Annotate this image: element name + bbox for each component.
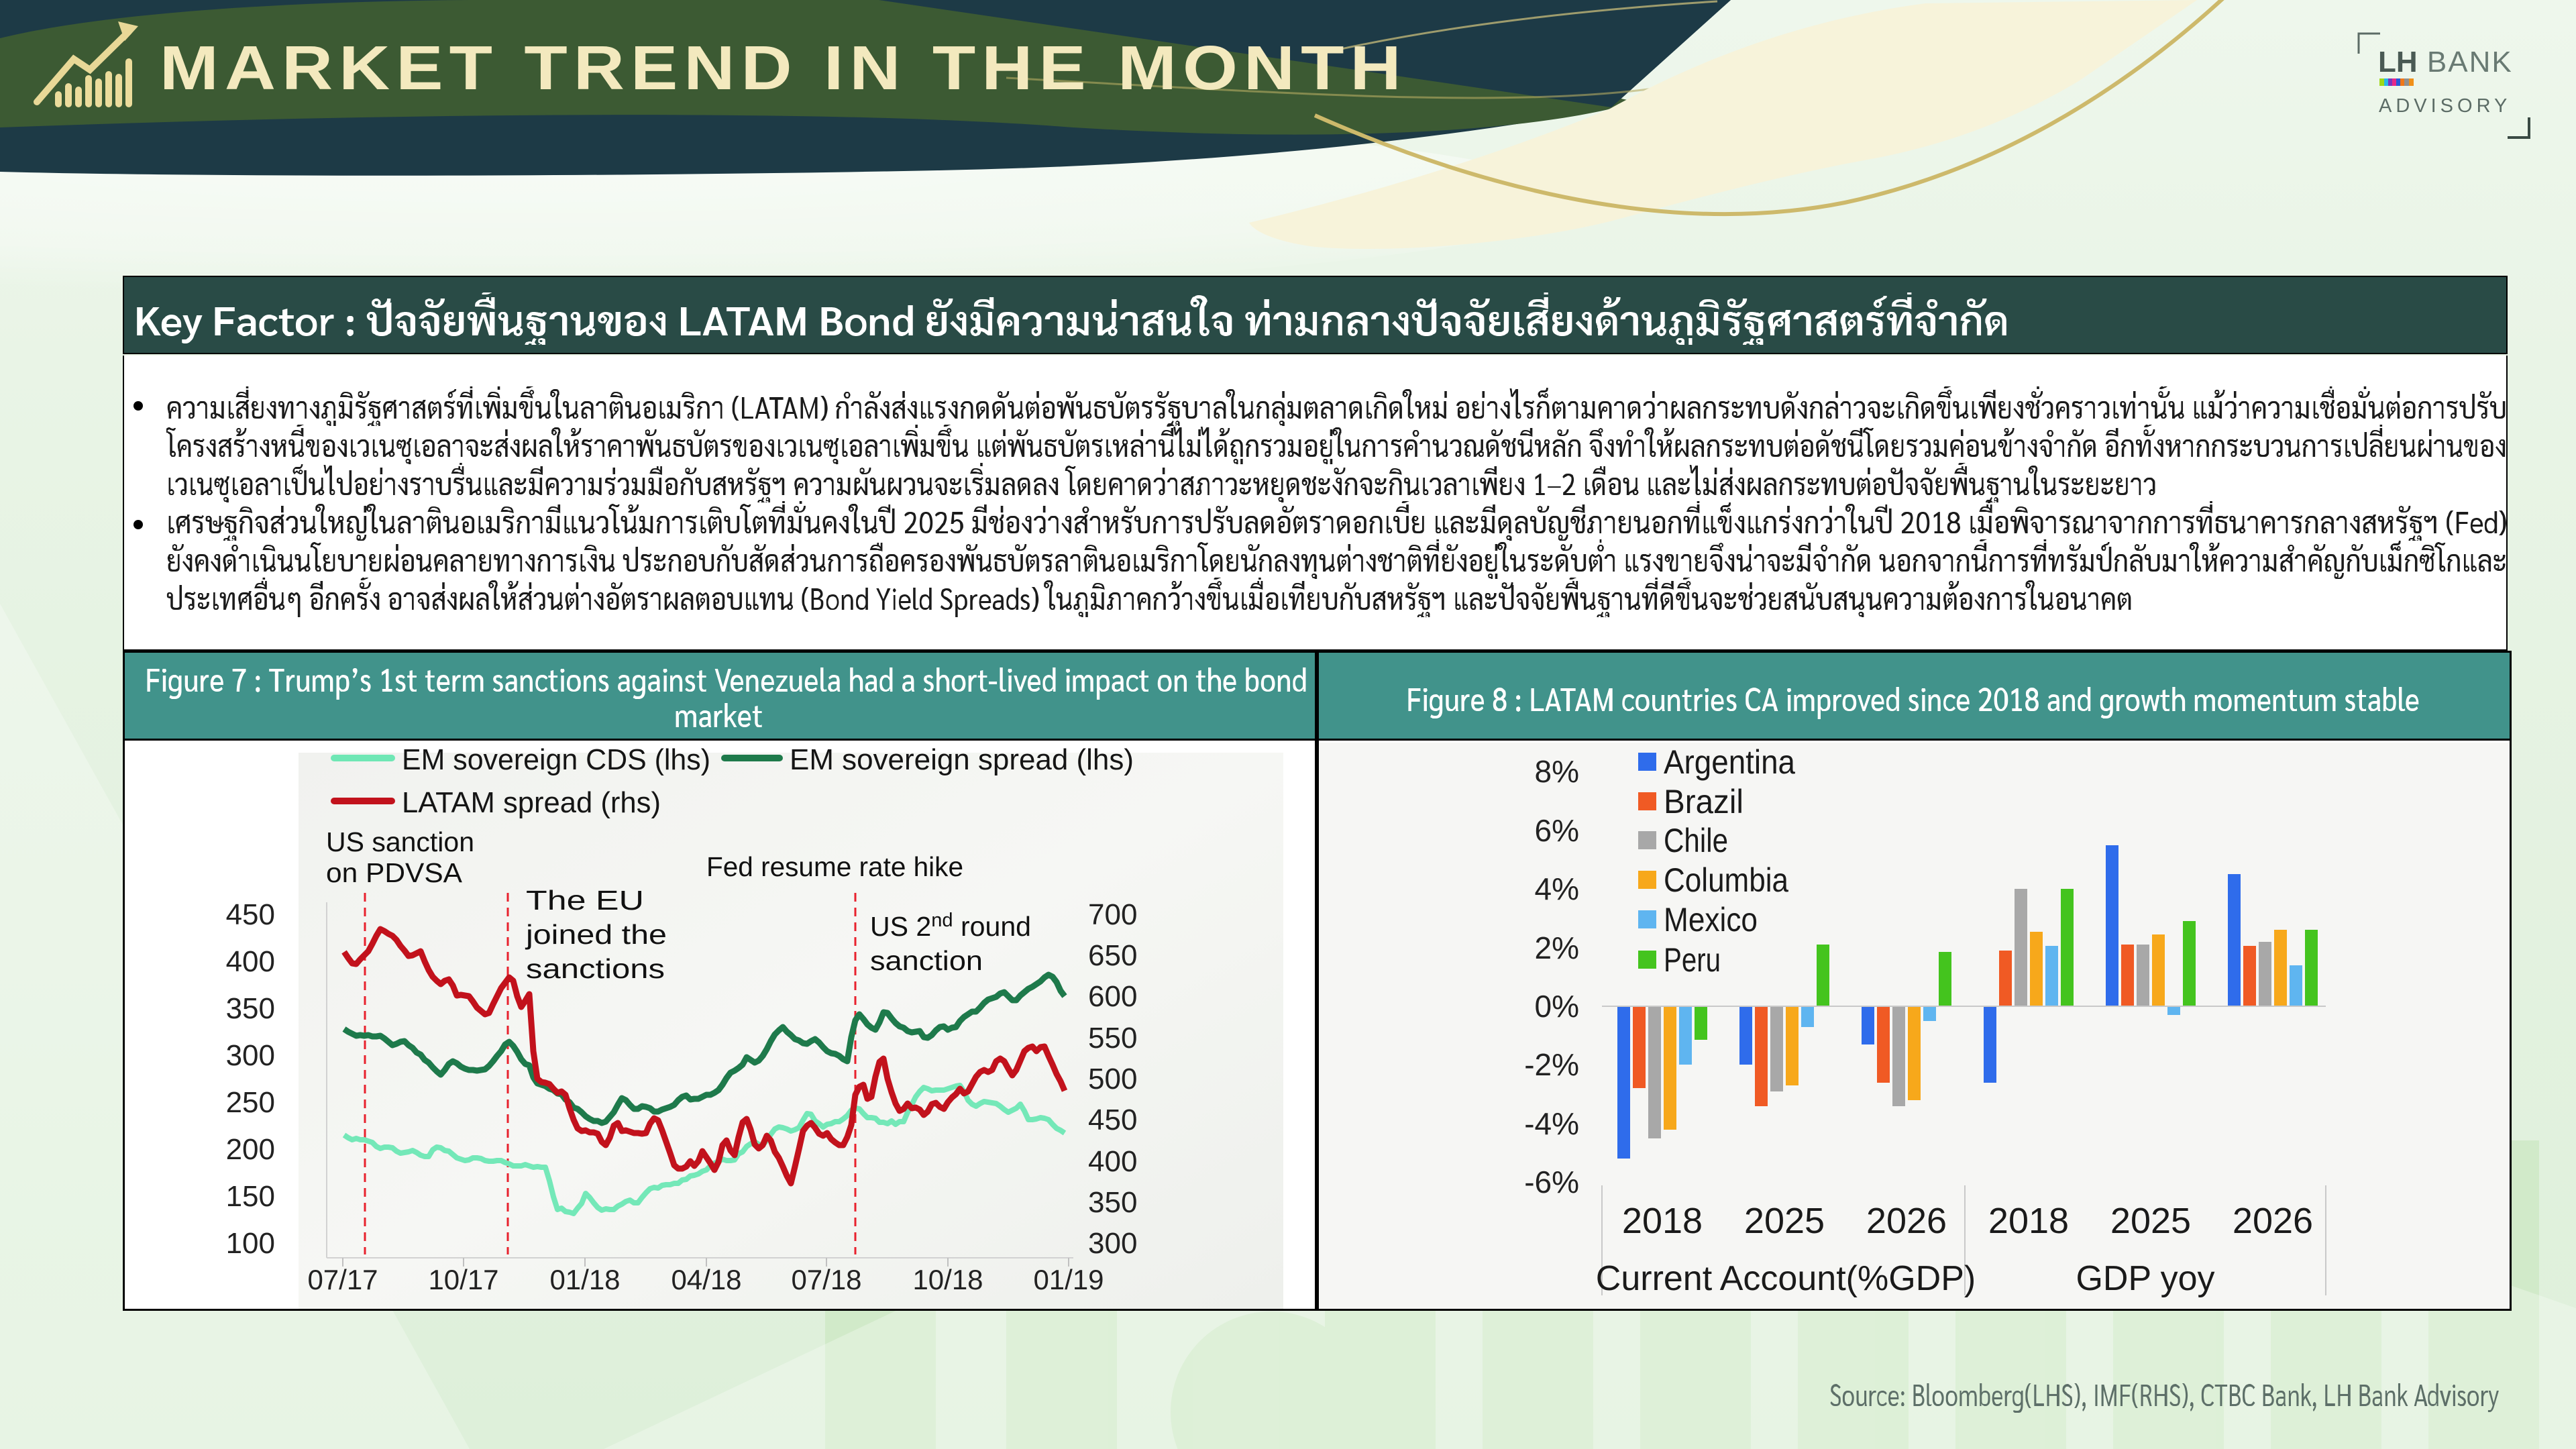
svg-text:-4%: -4% bbox=[1524, 1106, 1579, 1141]
svg-text:07/18: 07/18 bbox=[791, 1264, 861, 1295]
svg-text:sanction: sanction bbox=[870, 945, 983, 976]
svg-text:07/17: 07/17 bbox=[307, 1264, 378, 1295]
svg-text:400: 400 bbox=[1088, 1145, 1137, 1178]
svg-text:US sanction: US sanction bbox=[326, 826, 474, 857]
svg-text:300: 300 bbox=[226, 1039, 275, 1072]
svg-text:Fed resume rate hike: Fed resume rate hike bbox=[706, 851, 963, 882]
svg-text:Chile: Chile bbox=[1664, 822, 1728, 859]
svg-text:0%: 0% bbox=[1535, 989, 1579, 1024]
svg-text:400: 400 bbox=[226, 945, 275, 978]
svg-text:200: 200 bbox=[226, 1133, 275, 1166]
svg-text:01/19: 01/19 bbox=[1033, 1264, 1104, 1295]
svg-text:8%: 8% bbox=[1535, 754, 1579, 789]
svg-text:-2%: -2% bbox=[1524, 1047, 1579, 1082]
svg-text:2026: 2026 bbox=[1866, 1201, 1947, 1241]
svg-text:The EU: The EU bbox=[526, 885, 644, 916]
svg-text:10/18: 10/18 bbox=[912, 1264, 983, 1295]
svg-text:700: 700 bbox=[1088, 898, 1137, 931]
svg-text:250: 250 bbox=[226, 1086, 275, 1119]
svg-text:10/17: 10/17 bbox=[428, 1264, 498, 1295]
svg-text:350: 350 bbox=[226, 992, 275, 1025]
svg-text:2026: 2026 bbox=[2233, 1201, 2313, 1241]
svg-text:Columbia: Columbia bbox=[1664, 861, 1788, 899]
svg-text:650: 650 bbox=[1088, 939, 1137, 972]
svg-text:US 2nd round: US 2nd round bbox=[870, 910, 1031, 942]
svg-text:LATAM spread (rhs): LATAM spread (rhs) bbox=[402, 786, 661, 819]
svg-text:04/18: 04/18 bbox=[671, 1264, 741, 1295]
svg-text:450: 450 bbox=[1088, 1104, 1137, 1136]
svg-text:Mexico: Mexico bbox=[1664, 901, 1758, 938]
svg-text:Brazil: Brazil bbox=[1664, 783, 1743, 820]
svg-text:EM sovereign CDS (lhs): EM sovereign CDS (lhs) bbox=[402, 743, 710, 776]
svg-text:550: 550 bbox=[1088, 1022, 1137, 1055]
svg-text:300: 300 bbox=[1088, 1227, 1137, 1260]
svg-text:2%: 2% bbox=[1535, 930, 1579, 965]
svg-text:2018: 2018 bbox=[1988, 1201, 2069, 1241]
svg-text:4%: 4% bbox=[1535, 871, 1579, 906]
svg-text:sanctions: sanctions bbox=[526, 953, 665, 984]
svg-text:100: 100 bbox=[226, 1227, 275, 1260]
svg-text:GDP yoy: GDP yoy bbox=[2076, 1259, 2214, 1298]
svg-text:Peru: Peru bbox=[1664, 941, 1721, 979]
svg-text:600: 600 bbox=[1088, 980, 1137, 1013]
svg-text:2018: 2018 bbox=[1622, 1201, 1703, 1241]
svg-text:on PDVSA: on PDVSA bbox=[326, 857, 463, 888]
svg-text:Argentina: Argentina bbox=[1664, 743, 1795, 781]
svg-text:6%: 6% bbox=[1535, 813, 1579, 848]
svg-text:-6%: -6% bbox=[1524, 1165, 1579, 1199]
svg-text:joined the: joined the bbox=[525, 919, 667, 950]
svg-text:2025: 2025 bbox=[1744, 1201, 1825, 1241]
svg-text:350: 350 bbox=[1088, 1186, 1137, 1219]
svg-text:EM sovereign spread (lhs): EM sovereign spread (lhs) bbox=[790, 743, 1134, 776]
svg-text:2025: 2025 bbox=[2110, 1201, 2191, 1241]
svg-text:01/18: 01/18 bbox=[549, 1264, 620, 1295]
svg-text:500: 500 bbox=[1088, 1063, 1137, 1095]
svg-text:Current Account(%GDP): Current Account(%GDP) bbox=[1596, 1259, 1976, 1298]
svg-text:150: 150 bbox=[226, 1180, 275, 1213]
svg-text:450: 450 bbox=[226, 898, 275, 931]
